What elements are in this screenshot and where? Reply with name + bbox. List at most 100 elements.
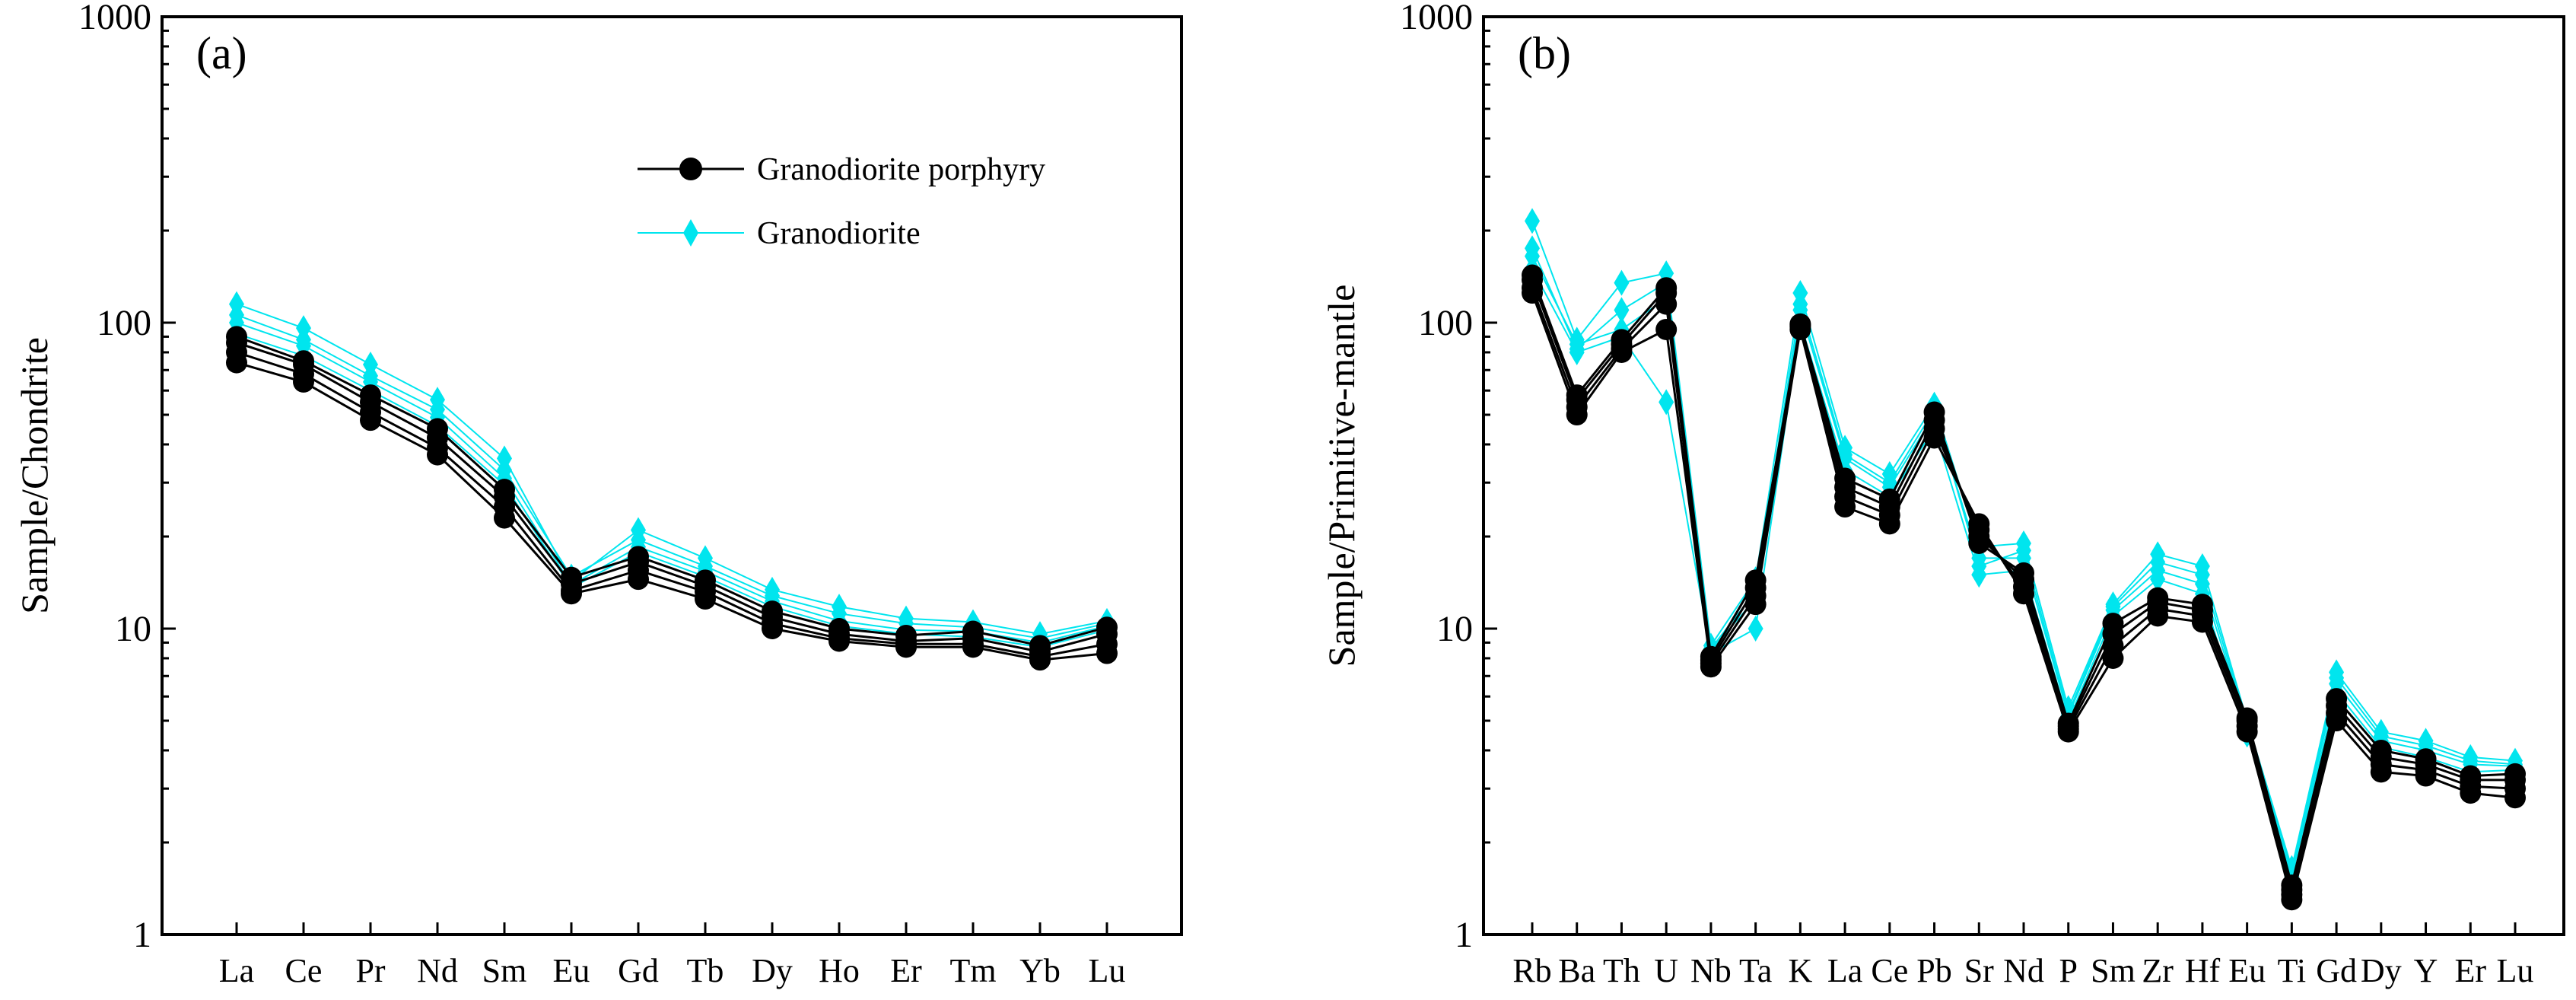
data-point bbox=[1789, 313, 1811, 335]
data-point bbox=[1525, 235, 1540, 262]
x-tick-label-ho: Ho bbox=[819, 952, 860, 989]
data-point bbox=[695, 569, 716, 591]
x-tick-label-sm: Sm bbox=[2091, 952, 2136, 989]
x-tick-label-p: P bbox=[2059, 952, 2077, 989]
panel-a-series bbox=[226, 291, 1118, 671]
y-tick-label: 1000 bbox=[1400, 0, 1473, 37]
data-point bbox=[1744, 569, 1767, 591]
x-tick-label-ce: Ce bbox=[285, 952, 323, 989]
data-point bbox=[1834, 467, 1856, 489]
x-tick-label-er: Er bbox=[2455, 952, 2487, 989]
data-point bbox=[293, 350, 314, 372]
data-point bbox=[628, 546, 649, 568]
data-point bbox=[1525, 208, 1540, 234]
x-tick-label-gd: Gd bbox=[618, 952, 659, 989]
x-tick-label-nb: Nb bbox=[1690, 952, 1732, 989]
y-tick-label: 1 bbox=[133, 915, 151, 955]
data-point bbox=[2102, 613, 2124, 635]
data-point bbox=[1029, 635, 1051, 657]
data-point bbox=[1655, 277, 1678, 299]
x-tick-label-tm: Tm bbox=[949, 952, 996, 989]
series-line bbox=[236, 341, 1108, 653]
series-porphyry-1 bbox=[226, 352, 1118, 671]
data-point bbox=[1700, 645, 1722, 667]
data-point bbox=[226, 326, 247, 348]
panel-a-label: (a) bbox=[196, 28, 247, 78]
data-point bbox=[296, 326, 311, 353]
y-tick-label: 10 bbox=[1436, 609, 1473, 649]
data-point bbox=[2105, 594, 2121, 620]
data-point bbox=[1923, 401, 1945, 423]
data-point bbox=[762, 600, 783, 623]
data-point bbox=[1522, 264, 1543, 286]
panel-b-y-axis: 1 10 100 1000 bbox=[1400, 0, 1497, 955]
x-tick-label-ce: Ce bbox=[1871, 952, 1908, 989]
x-tick-label-eu: Eu bbox=[2228, 952, 2266, 989]
data-point bbox=[497, 457, 512, 483]
data-point bbox=[2329, 664, 2345, 691]
series-porphyry-3 bbox=[226, 332, 1118, 663]
x-tick-label-hf: Hf bbox=[2185, 952, 2221, 989]
data-point bbox=[631, 527, 646, 553]
series-porphyry-4 bbox=[226, 326, 1118, 657]
data-point bbox=[1971, 553, 1987, 579]
panel-a-y-axis: 1 10 100 1000 bbox=[78, 0, 176, 955]
x-tick-label-lu: Lu bbox=[1089, 952, 1126, 989]
data-point bbox=[1658, 389, 1674, 416]
y-tick-label: 10 bbox=[115, 609, 151, 649]
series-line bbox=[236, 335, 1108, 647]
data-point bbox=[1614, 269, 1630, 296]
panel-b-series bbox=[1522, 208, 2526, 911]
x-tick-label-ba: Ba bbox=[1558, 952, 1595, 989]
panel-a-plot-frame bbox=[161, 15, 1183, 936]
data-point bbox=[895, 624, 917, 646]
data-point bbox=[2236, 707, 2258, 729]
data-point bbox=[1614, 297, 1630, 323]
series-granodiorite-8 bbox=[229, 301, 1115, 651]
panel-b-label: (b) bbox=[1518, 28, 1571, 78]
y-tick-label: 1 bbox=[1455, 915, 1473, 955]
series-porphyry-3 bbox=[1522, 269, 2526, 901]
legend-granodiorite-label: Granodiorite bbox=[757, 216, 921, 251]
x-tick-label-nd: Nd bbox=[2003, 952, 2044, 989]
x-tick-label-ta: Ta bbox=[1739, 952, 1772, 989]
data-point bbox=[2504, 763, 2526, 785]
data-point bbox=[2281, 874, 2303, 896]
data-point bbox=[229, 301, 244, 328]
x-tick-label-eu: Eu bbox=[553, 952, 590, 989]
data-point bbox=[1968, 532, 1990, 554]
panel-b: 1 10 100 1000 Rb Ba Th U Nb Ta K La Ce Pb Sr Nd P Sm Zr Hf… bbox=[1320, 0, 2565, 989]
x-tick-label-sr: Sr bbox=[1964, 952, 1994, 989]
series-line bbox=[236, 361, 1108, 661]
x-tick-label-ti: Ti bbox=[2278, 952, 2307, 989]
x-tick-label-rb: Rb bbox=[1512, 952, 1551, 989]
data-point bbox=[2191, 594, 2213, 616]
data-point bbox=[2013, 562, 2034, 584]
data-point bbox=[962, 620, 984, 642]
legend-porphyry-marker bbox=[679, 158, 702, 180]
panel-b-y-axis-label: Sample/Primitive-mantle bbox=[1320, 285, 1363, 667]
x-tick-label-k: K bbox=[1788, 952, 1812, 989]
data-point bbox=[2016, 537, 2031, 564]
data-point bbox=[2370, 739, 2392, 761]
x-tick-label-yb: Yb bbox=[1019, 952, 1061, 989]
data-point bbox=[360, 384, 381, 406]
data-point bbox=[561, 566, 582, 588]
panel-a-y-axis-label: Sample/Chondrite bbox=[13, 337, 56, 614]
data-point bbox=[1569, 336, 1585, 362]
series-line bbox=[236, 333, 1108, 648]
data-point bbox=[2460, 765, 2482, 787]
data-point bbox=[1881, 470, 1897, 496]
x-tick-label-la: La bbox=[1827, 952, 1862, 989]
x-tick-label-dy: Dy bbox=[2361, 952, 2402, 989]
series-line bbox=[236, 303, 1108, 635]
data-point bbox=[430, 396, 445, 423]
data-point bbox=[1878, 488, 1900, 510]
data-point bbox=[2150, 549, 2166, 575]
x-tick-label-pr: Pr bbox=[355, 952, 385, 989]
data-point bbox=[2415, 748, 2437, 770]
data-point bbox=[2326, 688, 2348, 710]
series-porphyry-4 bbox=[1522, 264, 2526, 896]
